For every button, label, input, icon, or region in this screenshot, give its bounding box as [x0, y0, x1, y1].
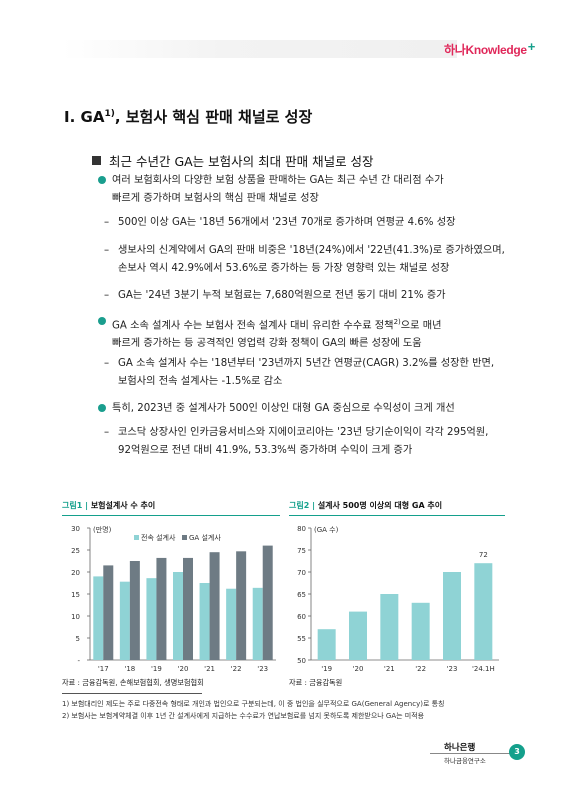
bar-large-ga — [380, 594, 399, 660]
x-tick-label: '18 — [124, 665, 135, 673]
sub-item-2: – 생보사의 신계약에서 GA의 판매 비중은 '18년(24%)에서 '22년… — [104, 245, 505, 274]
y-tick-label: 15 — [71, 591, 80, 599]
x-tick-label: '24.1H — [472, 665, 495, 673]
x-tick-label: '17 — [98, 665, 109, 673]
x-tick-label: '21 — [384, 665, 395, 673]
sub-item-4: – GA 소속 설계사 수는 '18년부터 '23년까지 5년간 연평균(CAG… — [104, 358, 495, 387]
y-tick-label: 10 — [71, 613, 80, 621]
page-title: I. GA1), 보험사 핵심 판매 채널로 성장 — [64, 108, 313, 126]
figure2-caption: 그림2 | 설계사 500명 이상의 대형 GA 추이 — [289, 501, 443, 510]
bullet-2: GA 소속 설계사 수는 보험사 전속 설계사 대비 유리한 수수료 정책2)으… — [98, 313, 441, 353]
bar-ga — [236, 551, 247, 660]
x-tick-label: '22 — [415, 665, 426, 673]
chart-large-ga-trend: 50 55 60 65 70 75 80 (GA 수) '19 '20 '21 '22 '23 72 '24… — [297, 525, 499, 673]
x-tick-label: '21 — [204, 665, 215, 673]
bar-exclusive — [173, 572, 183, 660]
y-tick-label: 30 — [71, 525, 80, 533]
square-bullet-icon — [92, 156, 101, 165]
bar-large-ga — [443, 572, 461, 660]
y-tick-label: 20 — [71, 569, 80, 577]
data-label: 72 — [479, 551, 488, 559]
brand-logo: 하나Knowledge+ — [444, 39, 536, 57]
x-tick-label: '19 — [151, 665, 162, 673]
legend-swatch — [134, 535, 139, 540]
bullet-3: 특히, 2023년 중 설계사가 500인 이상인 대형 GA 중심으로 수익성… — [98, 400, 455, 418]
bar-ga — [129, 561, 140, 660]
header-bar — [62, 40, 457, 58]
bullet-dot-icon — [98, 404, 106, 412]
x-tick-label: '20 — [353, 665, 364, 673]
x-tick-label: '23 — [447, 665, 458, 673]
y-tick-label: 80 — [297, 525, 306, 533]
bar-ga — [183, 557, 193, 660]
footer-rule — [430, 753, 510, 754]
figure1-rule — [62, 515, 280, 516]
x-tick-label: '22 — [231, 665, 242, 673]
bar-exclusive — [252, 587, 263, 660]
y-tick-label: 55 — [297, 635, 306, 643]
bullet-1: 여러 보험회사의 다양한 보험 상품을 판매하는 GA는 최근 수년 간 대리점… — [98, 172, 444, 208]
bar-exclusive — [199, 583, 210, 660]
bullet-dot-icon — [98, 176, 106, 184]
figure1-caption: 그림1 | 보험설계사 수 추이 — [62, 501, 156, 510]
figure1-source: 자료 : 금융감독원, 손해보험협회, 생명보험협회 — [62, 678, 204, 687]
figure2-source: 자료 : 금융감독원 — [289, 678, 343, 687]
bar-large-ga — [317, 629, 336, 660]
bar-exclusive — [93, 576, 104, 660]
legend-label: GA 설계사 — [189, 533, 221, 542]
footer-bank-name: 하나은행 — [444, 743, 476, 753]
chart-agents-trend: - 5 10 15 20 25 30 (만명) '17 '18 '19 '20 '21 '22 '23 전속 … — [71, 525, 276, 673]
bar-exclusive — [226, 588, 237, 660]
y-tick-label: 50 — [297, 657, 306, 665]
x-tick-label: '20 — [178, 665, 189, 673]
y-unit-label: (GA 수) — [314, 526, 339, 534]
bar-ga — [156, 557, 167, 660]
bar-exclusive — [119, 581, 130, 660]
bullet-dot-icon — [98, 317, 106, 325]
section-heading: 최근 수년간 GA는 보험사의 최대 판매 채널로 성장 — [92, 151, 374, 170]
legend-label: 전속 설계사 — [141, 533, 176, 542]
sub-item-1: –500인 이상 GA는 '18년 56개에서 '23년 70개로 증가하며 연… — [104, 217, 456, 228]
footer-institute-name: 하나금융연구소 — [444, 757, 486, 765]
x-tick-label: '19 — [321, 665, 332, 673]
y-tick-label: 60 — [297, 613, 306, 621]
bar-large-ga — [411, 602, 430, 660]
bar-large-ga — [349, 611, 367, 660]
footnote-divider — [62, 693, 202, 694]
page-number: 3 — [509, 744, 525, 760]
y-tick-label: 70 — [297, 569, 306, 577]
bar-ga — [262, 545, 273, 660]
bar-ga — [103, 565, 114, 660]
sub-item-5: – 코스닥 상장사인 인카금융서비스와 지에이코리아는 '23년 당기순이익이 … — [104, 427, 489, 456]
legend-swatch — [182, 535, 187, 540]
y-tick-label: 75 — [297, 547, 306, 555]
y-tick-label: - — [77, 657, 80, 665]
bar-large-ga — [474, 563, 493, 660]
footnote-1: 1) 보험대리인 제도는 주로 다중전속 형태로 개인과 법인으로 구분되는데,… — [62, 700, 445, 708]
y-tick-label: 65 — [297, 591, 306, 599]
bar-ga — [209, 552, 220, 660]
bar-exclusive — [146, 578, 157, 660]
footnote-2: 2) 보험사는 보험계약체결 이후 1년 간 설계사에게 지급하는 수수료가 연… — [62, 712, 425, 720]
y-tick-label: 25 — [71, 547, 80, 555]
y-unit-label: (만명) — [93, 525, 112, 534]
figure2-rule — [289, 515, 505, 516]
sub-item-3: – GA는 '24년 3분기 누적 보험료는 7,680억원으로 전년 동기 대비… — [104, 290, 446, 301]
y-tick-label: 5 — [76, 635, 80, 643]
x-tick-label: '23 — [257, 665, 268, 673]
